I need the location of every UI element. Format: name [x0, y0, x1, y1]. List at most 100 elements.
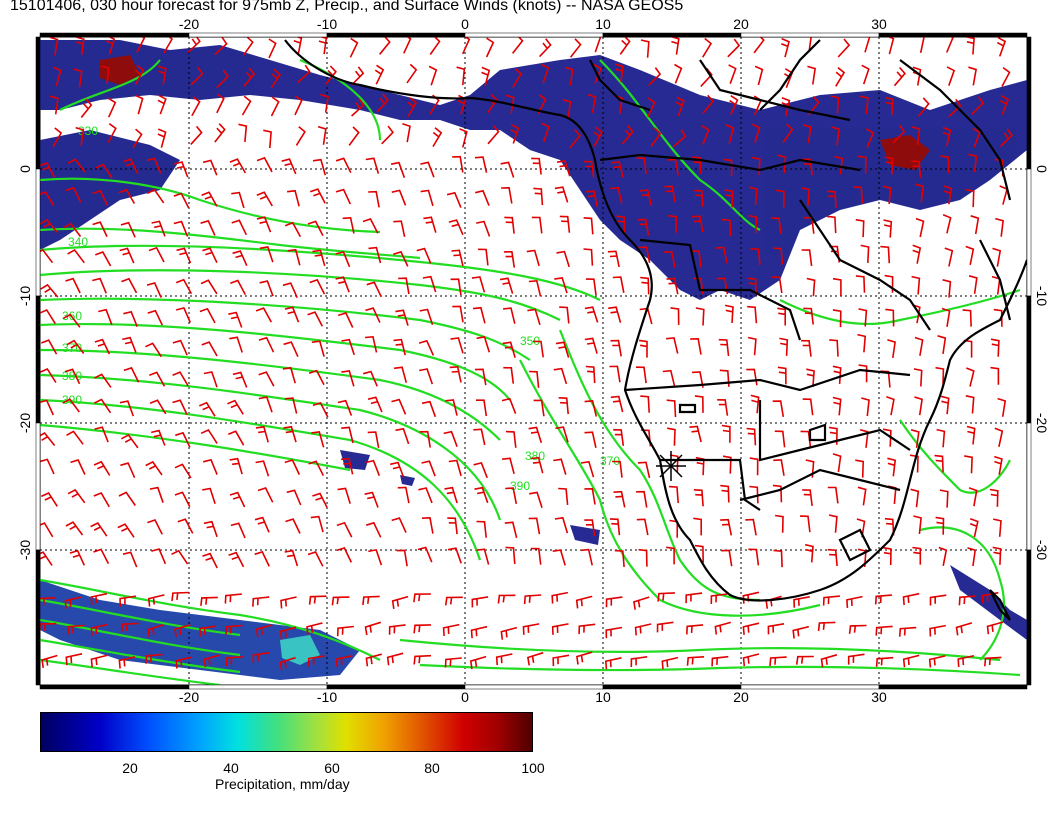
wind-barb: [562, 98, 572, 118]
wind-barb: [827, 486, 839, 504]
wind-barb: [636, 490, 648, 508]
wind-barb: [584, 431, 597, 448]
wind-barb: [40, 522, 54, 538]
wind-barb: [968, 66, 978, 86]
wind-barb: [610, 186, 623, 204]
wind-barb: [471, 596, 489, 608]
wind-barb: [539, 38, 552, 58]
wind-barb: [554, 186, 569, 203]
wind-barb: [459, 128, 468, 148]
wind-barb: [282, 366, 296, 384]
wind-barb: [882, 546, 892, 566]
wind-barb: [580, 548, 593, 566]
wind-barb: [801, 339, 812, 357]
wind-barb: [667, 158, 679, 176]
wind-barb: [914, 336, 924, 356]
wind-barb: [999, 94, 1010, 115]
wind-barb: [331, 596, 350, 606]
wind-barb: [875, 625, 893, 636]
wind-barb: [451, 249, 464, 267]
wind-barb: [336, 625, 354, 637]
wind-barb: [694, 395, 704, 413]
wind-barb: [667, 427, 676, 446]
wind-barb: [893, 66, 906, 87]
wind-barb: [452, 305, 464, 323]
wind-barb: [827, 548, 838, 567]
border-bar: [39, 32, 190, 38]
wind-barb: [666, 546, 675, 565]
wind-barb: [73, 68, 83, 88]
wind-barb: [202, 487, 216, 504]
wind-barb: [512, 68, 523, 88]
wind-barb: [532, 340, 544, 358]
wind-barb: [541, 122, 550, 143]
wind-barb: [474, 156, 488, 173]
wind-barb: [668, 485, 679, 504]
lon-ticks-top: -20 -10 0 10 20 30: [179, 16, 887, 32]
wind-barb: [967, 547, 977, 567]
contour-label: 390: [62, 393, 82, 407]
lat-ticks-right: 0 -10 -20 -30: [1034, 165, 1050, 560]
wind-barb: [94, 426, 109, 443]
wind-barb: [256, 216, 272, 233]
wind-barb: [753, 37, 765, 54]
wind-barb: [846, 595, 863, 608]
wind-barb: [593, 63, 603, 84]
wind-barb: [461, 37, 471, 55]
wind-barb: [90, 521, 108, 537]
wind-barb: [917, 97, 930, 117]
border-bar: [1026, 295, 1032, 424]
wind-barb: [295, 126, 306, 146]
star-marker: [656, 451, 686, 481]
border-bar: [35, 295, 41, 424]
border-bar: [188, 32, 328, 38]
wind-barb: [118, 656, 136, 669]
wind-barb: [885, 308, 895, 327]
wind-barb: [555, 426, 569, 443]
lon-tick: -20: [179, 16, 199, 32]
wind-barb: [335, 251, 351, 268]
border-bar: [1026, 36, 1032, 170]
wind-barb: [252, 652, 270, 663]
wind-barb: [348, 126, 360, 146]
wind-barb: [500, 626, 518, 640]
wind-barb: [365, 521, 382, 538]
wind-barb: [284, 397, 298, 414]
wind-barb: [157, 128, 167, 148]
colorbar-label: Precipitation, mm/day: [215, 776, 350, 792]
wind-barb: [456, 66, 466, 86]
wind-barb: [857, 155, 867, 174]
contour-label: 380: [525, 449, 545, 463]
wind-barb: [640, 395, 650, 413]
wind-barb: [607, 250, 620, 268]
wind-barb: [992, 247, 1002, 267]
wind-barb: [847, 653, 865, 665]
wind-barb: [994, 427, 1004, 447]
wind-barb: [942, 126, 952, 147]
wind-barb: [835, 66, 846, 87]
wind-barb: [320, 93, 329, 113]
wind-barb: [376, 93, 389, 113]
wind-barb: [391, 398, 407, 415]
wind-barb: [865, 128, 875, 149]
wind-barb: [417, 546, 433, 563]
wind-barb: [832, 309, 842, 328]
wind-barb: [312, 492, 328, 509]
wind-barb: [243, 67, 256, 87]
wind-barb: [861, 64, 870, 85]
wind-barb: [502, 341, 516, 358]
wind-barb: [966, 367, 975, 387]
wind-barb: [40, 622, 57, 632]
wind-barb: [443, 430, 458, 447]
wind-barb: [531, 216, 543, 234]
wind-barb: [201, 341, 218, 357]
wind-barb: [335, 157, 352, 174]
wind-barb: [1001, 66, 1011, 87]
wind-barb: [587, 93, 597, 114]
wind-barb: [230, 279, 247, 295]
wind-barb: [419, 430, 431, 448]
wind-barb: [529, 370, 540, 388]
wind-barb: [702, 37, 713, 58]
wind-barb: [501, 186, 513, 204]
wind-barb: [580, 460, 595, 478]
